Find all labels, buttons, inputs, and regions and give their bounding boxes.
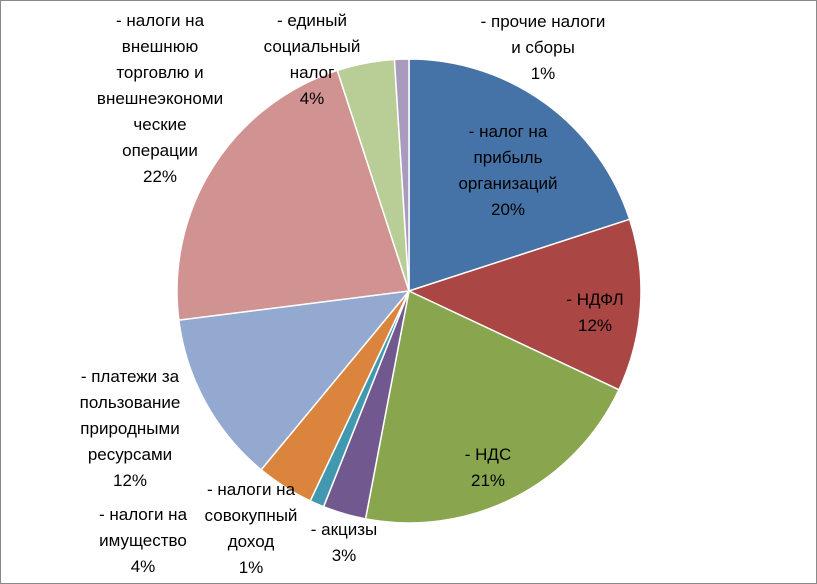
slice-label-line: внешнюю xyxy=(122,37,199,56)
slice-label-line: - прочие налоги xyxy=(481,12,606,31)
slice-label-line: пользование xyxy=(80,393,181,412)
slice-label-line: 12% xyxy=(113,471,147,490)
slice-label-line: налог xyxy=(290,63,335,82)
slice-label-line: 4% xyxy=(300,89,325,108)
slice-label-line: операции xyxy=(122,141,198,160)
pie-slice xyxy=(176,69,410,321)
slice-label-line: - налоги на xyxy=(99,505,188,524)
slice-label-line: организаций xyxy=(458,174,557,193)
slice-label-line: 1% xyxy=(239,558,264,577)
slice-label-line: внешнеэкономи xyxy=(97,89,223,108)
slice-label-line: - налоги на xyxy=(116,11,205,30)
slice-label-line: социальный xyxy=(264,37,361,56)
slice-label: - платежи за пользование природными ресурса… xyxy=(80,367,181,490)
pie-slice xyxy=(364,289,620,524)
pie-slices xyxy=(176,58,642,524)
slice-label-line: - акцизы xyxy=(311,520,378,539)
slice-label-line: природными xyxy=(80,419,179,438)
slice-label: - прочие налоги и сборы 1% xyxy=(481,12,606,83)
slice-label-line: доход xyxy=(228,532,275,551)
slice-label-line: прибыль xyxy=(474,148,543,167)
slice-label-line: и сборы xyxy=(511,38,575,57)
slice-label-line: совокупный xyxy=(205,506,298,525)
slice-label: - налоги на имущество 4% xyxy=(99,505,188,576)
slice-label-line: ресурсами xyxy=(88,445,172,464)
slice-label: - НДФЛ 12% xyxy=(566,290,623,335)
slice-label-line: ческие xyxy=(133,115,186,134)
slice-label-line: 3% xyxy=(332,546,357,565)
slice-label: - единый социальный налог 4% xyxy=(264,11,361,108)
slice-label-line: торговлю и xyxy=(116,63,203,82)
slice-label-line: имущество xyxy=(99,531,187,550)
slice-label: - НДС 21% xyxy=(465,445,511,490)
slice-label: - акцизы 3% xyxy=(311,520,378,565)
slice-label-line: 4% xyxy=(131,557,156,576)
slice-label-line: - налог на xyxy=(469,122,548,141)
slice-label-line: 20% xyxy=(491,200,525,219)
pie-slice xyxy=(408,58,631,293)
slice-label: - налоги на совокупный доход 1% xyxy=(205,480,298,577)
pie-slice xyxy=(406,218,642,391)
slice-label-line: 12% xyxy=(578,316,612,335)
slice-labels: - налог на прибыль организаций 20% - НДФЛ 12%… xyxy=(80,11,624,577)
slice-label-line: 1% xyxy=(531,64,556,83)
slice-label-line: - платежи за xyxy=(81,367,180,386)
slice-label-line: - НДС xyxy=(465,445,511,464)
slice-label: - налоги на внешнюю торговлю и внешнеэконом… xyxy=(97,11,223,186)
slice-label-line: - НДФЛ xyxy=(566,290,623,309)
slice-label-line: - единый xyxy=(277,11,347,30)
pie-slice xyxy=(177,290,411,471)
slice-label-line: 21% xyxy=(471,471,505,490)
pie-slice xyxy=(393,58,410,292)
slice-label: - налог на прибыль организаций 20% xyxy=(458,122,557,219)
slice-label-line: 22% xyxy=(143,167,177,186)
slice-label-line: - налоги на xyxy=(207,480,296,499)
